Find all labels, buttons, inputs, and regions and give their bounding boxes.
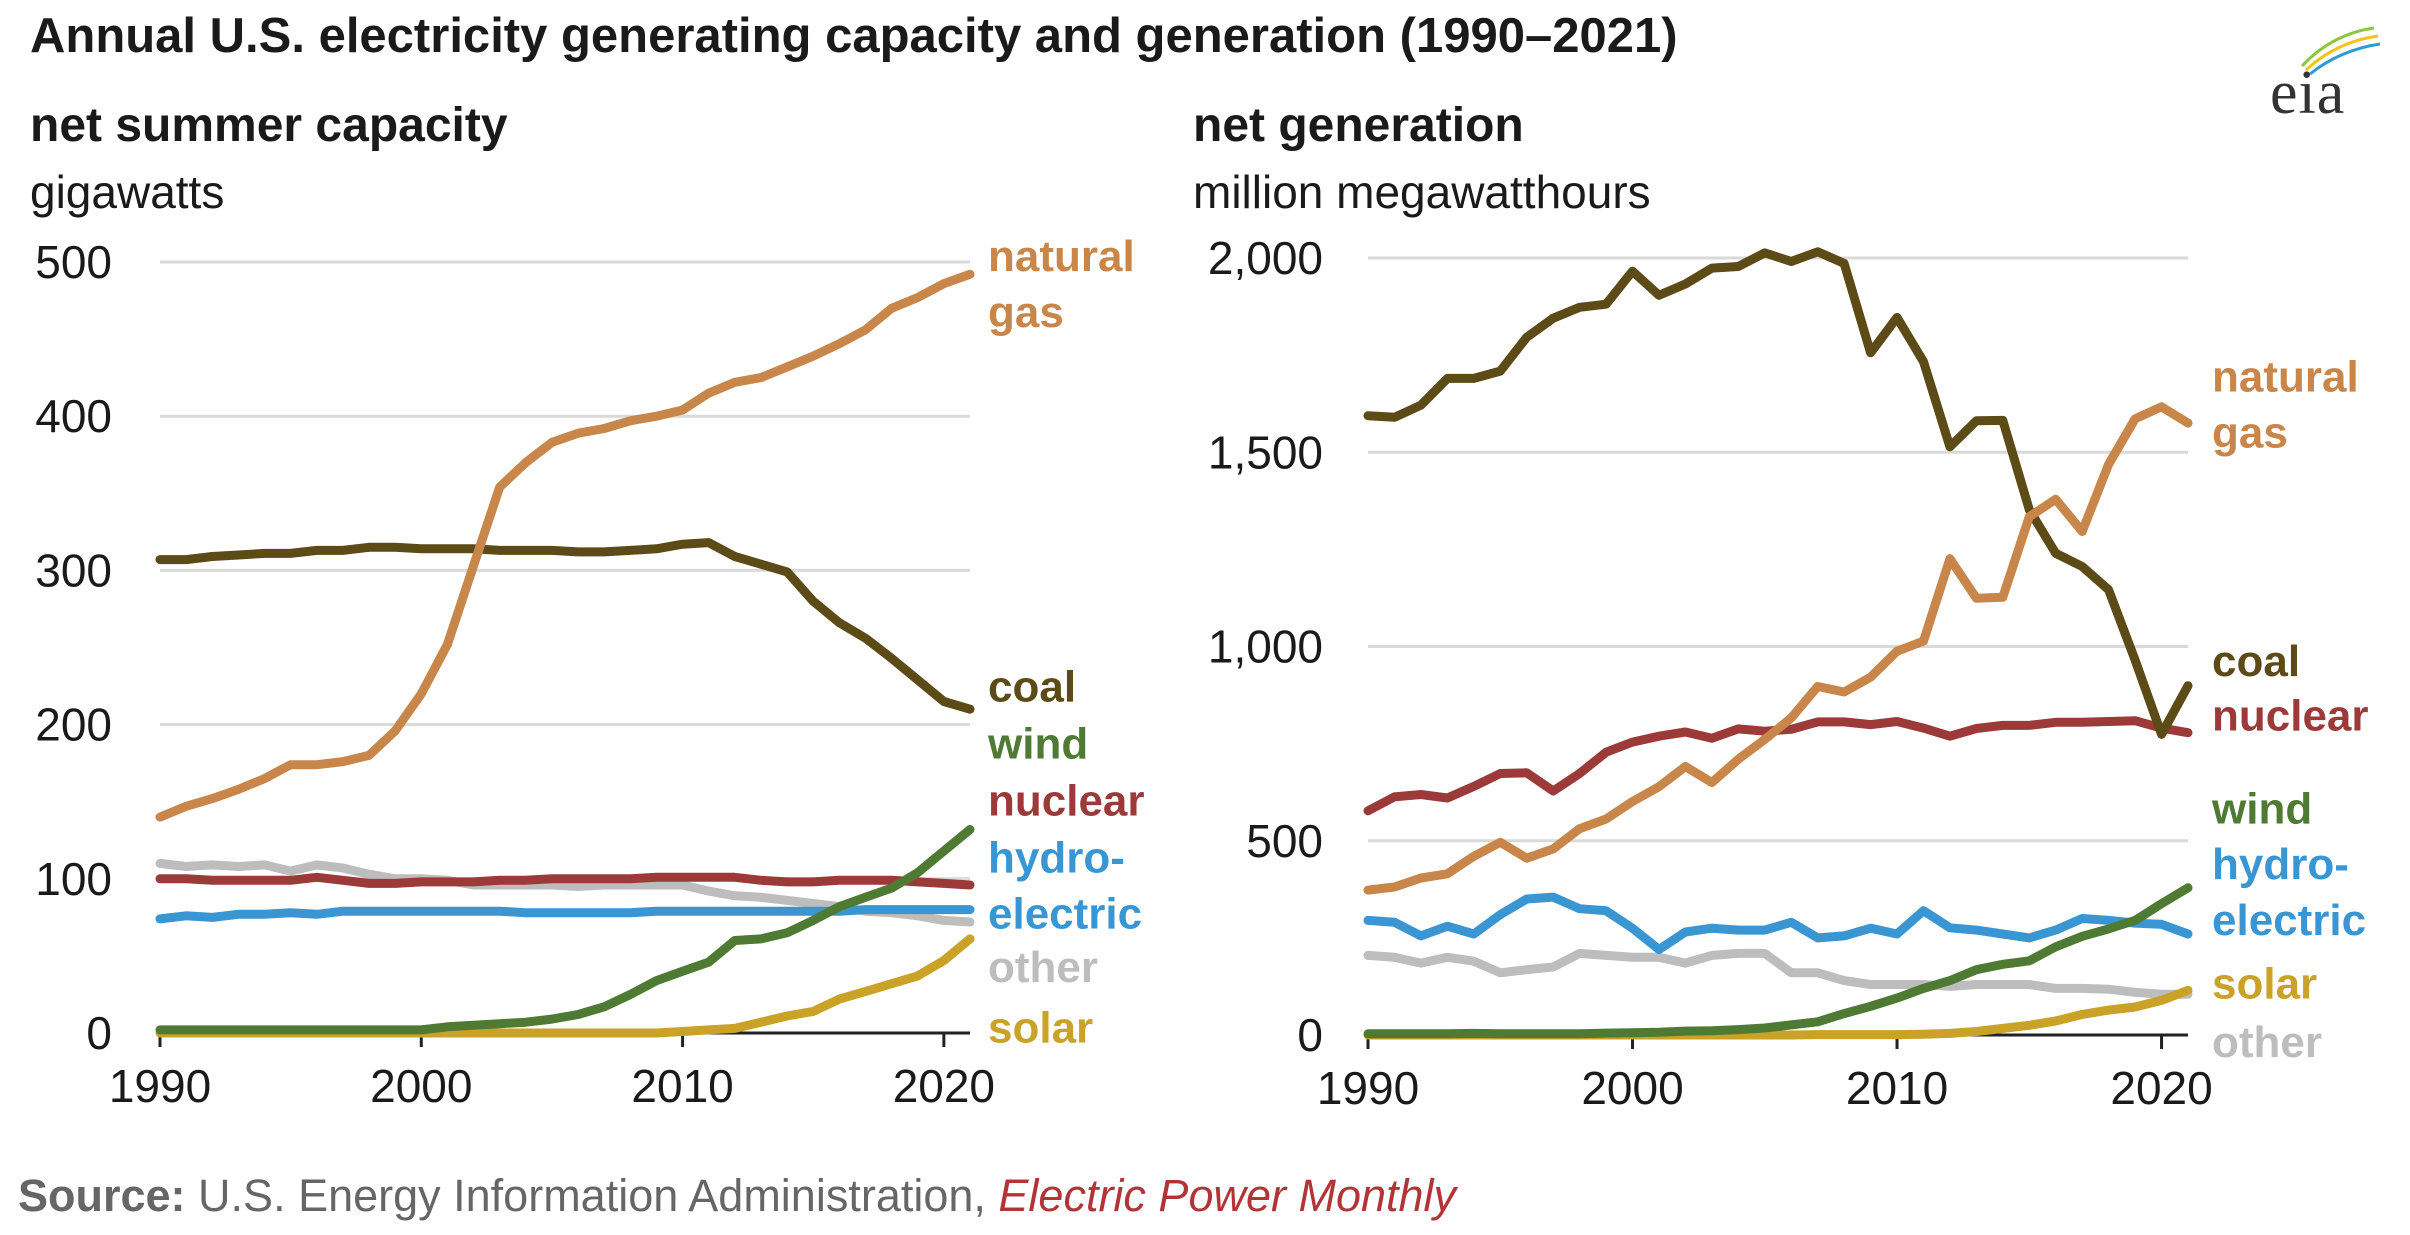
cap-ytick-label: 100 — [35, 853, 112, 905]
gen-series-line-hydro — [1363, 892, 2193, 954]
logo-swoosh-icon — [2300, 26, 2381, 76]
gen-series-line-other — [1363, 948, 2193, 999]
left-panel-title: net summer capacity — [30, 99, 508, 152]
gen-series-line-wind — [1363, 883, 2193, 1039]
gen-series-line-coal — [1363, 247, 2193, 739]
cap-series-label-solar: solar — [988, 1003, 1093, 1052]
gen-ytick-label: 2,000 — [1208, 232, 1323, 284]
gen-series-label-natural_gas: gas — [2212, 409, 2288, 458]
cap-series-line-natural_gas — [155, 269, 975, 822]
cap-ytick-label: 300 — [35, 544, 112, 596]
cap-series-line-nuclear — [155, 872, 975, 890]
gen-series-label-other: other — [2212, 1018, 2322, 1067]
cap-series-line-coal — [155, 538, 975, 714]
gen-series-line-natural_gas — [1363, 402, 2193, 895]
cap-ytick-label: 200 — [35, 699, 112, 751]
cap-series-label-hydro: hydro- — [988, 834, 1125, 883]
source-publication: Electric Power Monthly — [998, 1170, 1457, 1221]
gen-xtick-label: 2020 — [2110, 1062, 2212, 1114]
capacity-chart: 0 100 200 300 400 500 1990 2000 2010 2020 other hyd… — [35, 232, 1144, 1112]
cap-series-label-natural_gas: natural — [988, 232, 1135, 281]
gen-series-label-coal: coal — [2212, 637, 2300, 686]
gen-xtick-label: 2010 — [1846, 1062, 1948, 1114]
cap-series-label-nuclear: nuclear — [988, 777, 1145, 826]
cap-series-line-wind — [155, 825, 975, 1035]
generation-chart: 0 500 1,000 1,500 2,000 1990 2000 2010 2020other… — [1208, 232, 2369, 1114]
source-text: U.S. Energy Information Administration, — [185, 1170, 999, 1221]
gen-series-label-nuclear: nuclear — [2212, 691, 2369, 740]
gen-xtick-label: 2000 — [1581, 1062, 1683, 1114]
right-panel-units: million megawatthours — [1193, 166, 1651, 218]
gen-series-label-hydro: hydro- — [2212, 840, 2349, 889]
cap-series-label-other: other — [988, 943, 1098, 992]
gen-series-label-wind: wind — [2211, 785, 2312, 834]
cap-ytick-label: 500 — [35, 236, 112, 288]
cap-xtick-label: 2010 — [631, 1060, 733, 1112]
gen-ytick-label: 0 — [1297, 1009, 1323, 1061]
cap-ytick-label: 400 — [35, 390, 112, 442]
page-title: Annual U.S. electricity generating capac… — [30, 9, 1678, 63]
gen-series-label-solar: solar — [2212, 959, 2317, 1008]
logo-wordmark: eia — [2270, 59, 2346, 127]
source-line: Source: U.S. Energy Information Administ… — [18, 1170, 1456, 1222]
cap-series-line-hydro — [155, 905, 975, 924]
gen-series-label-hydro: electric — [2212, 896, 2366, 945]
cap-xtick-label: 2000 — [370, 1060, 472, 1112]
cap-series-label-natural_gas: gas — [988, 288, 1064, 337]
source-label: Source: — [18, 1170, 186, 1221]
gen-ytick-label: 1,000 — [1208, 621, 1323, 673]
gen-ytick-label: 500 — [1246, 815, 1323, 867]
cap-xtick-label: 2020 — [893, 1060, 995, 1112]
cap-series-label-wind: wind — [987, 720, 1088, 769]
cap-xtick-label: 1990 — [109, 1060, 211, 1112]
right-panel-title: net generation — [1193, 99, 1524, 152]
left-panel-units: gigawatts — [30, 166, 225, 218]
cap-series-label-hydro: electric — [988, 890, 1142, 939]
gen-ytick-label: 1,500 — [1208, 426, 1323, 478]
eia-logo: eia — [2262, 22, 2392, 127]
cap-series-label-coal: coal — [988, 663, 1076, 712]
gen-xtick-label: 1990 — [1317, 1062, 1419, 1114]
gen-series-label-natural_gas: natural — [2212, 353, 2359, 402]
cap-ytick-label: 0 — [86, 1007, 112, 1059]
